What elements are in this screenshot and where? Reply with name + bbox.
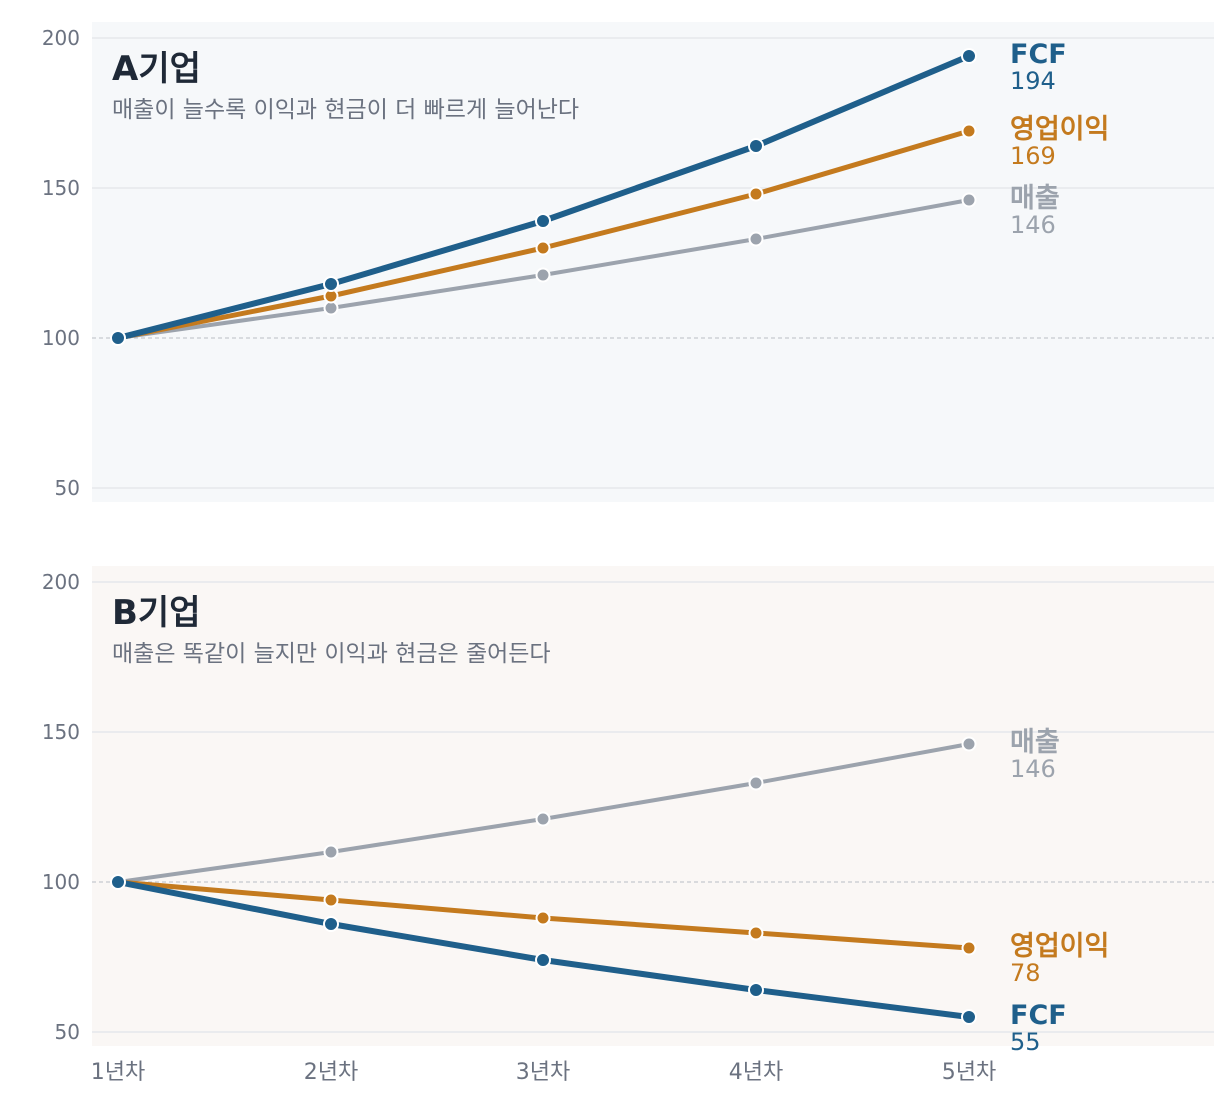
data-point-fcf [535,952,551,968]
panel-b-title: B기업 [112,593,200,633]
end-label-sales: 매출 [1010,727,1060,758]
data-point-sales [961,192,977,208]
panel-a-background [92,22,1214,502]
data-point-fcf [961,1009,977,1025]
data-point-fcf [323,276,339,292]
data-point-sales [535,267,551,283]
panel-a-lines [110,48,977,346]
x-tick-label: 3년차 [516,1060,570,1085]
y-tick-label: 50 [55,476,80,500]
end-label-fcf: FCF [1010,39,1067,70]
data-point-fcf [110,874,126,890]
data-point-op [323,892,339,908]
data-point-op [535,240,551,256]
y-tick-label: 50 [55,1020,80,1044]
panel-a-y-ticks: 50 100 150 200 [42,26,80,500]
x-tick-label: 2년차 [304,1060,358,1085]
data-point-op [748,925,764,941]
panel-a-title: A기업 [112,49,201,89]
end-label-sales: 매출 [1010,183,1060,214]
data-point-fcf [535,213,551,229]
x-tick-label: 1년차 [91,1060,145,1085]
data-point-op [535,910,551,926]
data-point-fcf [110,330,126,346]
data-point-fcf [961,48,977,64]
data-point-sales [748,231,764,247]
y-tick-label: 100 [42,326,80,350]
panel-b-subtitle: 매출은 똑같이 늘지만 이익과 현금은 줄어든다 [112,641,551,667]
end-label-op: 영업이익 [1010,114,1109,145]
panel-b-background [92,566,1214,1046]
y-tick-label: 200 [42,26,80,50]
data-point-op [961,940,977,956]
end-value-fcf: 194 [1010,67,1056,95]
end-value-sales: 146 [1010,755,1056,783]
data-point-sales [323,844,339,860]
data-point-fcf [748,138,764,154]
x-tick-label: 4년차 [729,1060,783,1085]
end-value-op: 78 [1010,959,1041,987]
y-tick-label: 100 [42,870,80,894]
end-value-op: 169 [1010,142,1056,170]
data-point-sales [535,811,551,827]
y-tick-label: 150 [42,176,80,200]
end-label-fcf: FCF [1010,1000,1067,1031]
data-point-sales [961,736,977,752]
end-label-op: 영업이익 [1010,931,1109,962]
end-value-sales: 146 [1010,211,1056,239]
y-tick-label: 150 [42,720,80,744]
panel-a-subtitle: 매출이 늘수록 이익과 현금이 더 빠르게 늘어난다 [112,97,579,123]
data-point-fcf [323,916,339,932]
x-tick-label: 5년차 [942,1060,996,1085]
panel-b-grid [92,581,1214,1033]
data-point-op [961,123,977,139]
x-axis-labels: 1년차 2년차 3년차 4년차 5년차 [91,1060,996,1085]
data-point-op [748,186,764,202]
panel-a-grid [92,37,1214,489]
y-tick-label: 200 [42,570,80,594]
data-point-fcf [748,982,764,998]
end-value-fcf: 55 [1010,1028,1041,1056]
panel-b-y-ticks: 50 100 150 200 [42,570,80,1044]
data-point-sales [748,775,764,791]
panel-b-lines [110,736,977,1025]
